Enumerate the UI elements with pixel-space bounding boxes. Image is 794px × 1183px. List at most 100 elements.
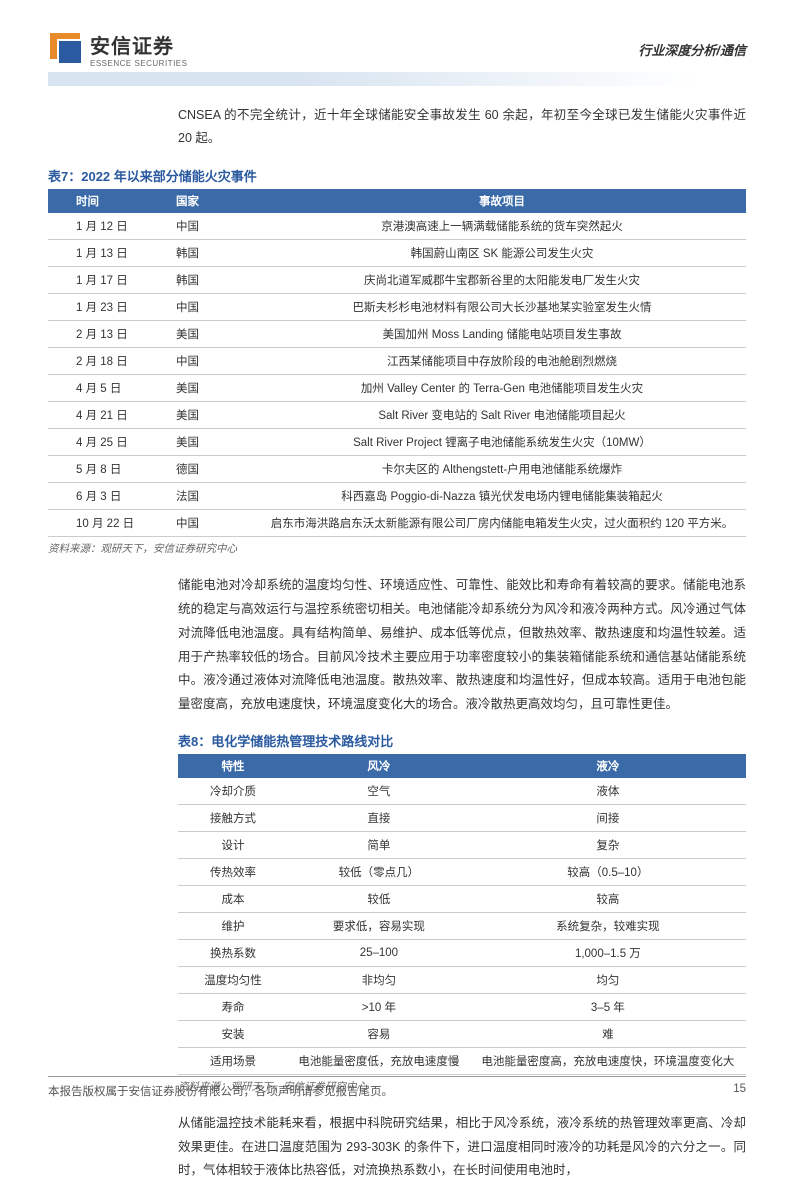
- table7-title: 表7：2022 年以来部分储能火灾事件: [48, 166, 746, 185]
- paragraph-1: 储能电池对冷却系统的温度均匀性、环境适应性、可靠性、能效比和寿命有着较高的要求。…: [178, 574, 746, 717]
- table-cell: 间接: [470, 804, 746, 831]
- table-header-cell: 时间: [48, 189, 158, 213]
- table-cell: 空气: [288, 778, 470, 805]
- table-cell: 江西某储能项目中存放阶段的电池舱剧烈燃烧: [258, 348, 746, 375]
- table-header-cell: 液冷: [470, 754, 746, 778]
- table-row: 10 月 22 日中国启东市海洪路启东沃太新能源有限公司厂房内储能电箱发生火灾，…: [48, 510, 746, 537]
- table-row: 寿命>10 年3–5 年: [178, 993, 746, 1020]
- table-cell: 电池能量密度高，充放电速度快，环境温度变化大: [470, 1047, 746, 1074]
- table-cell: 电池能量密度低，充放电速度慢: [288, 1047, 470, 1074]
- table-row: 传热效率较低（零点几）较高（0.5–10）: [178, 858, 746, 885]
- table-row: 接触方式直接间接: [178, 804, 746, 831]
- table-cell: 中国: [158, 348, 258, 375]
- table-row: 4 月 5 日美国加州 Valley Center 的 Terra-Gen 电池…: [48, 375, 746, 402]
- table8-wrap: 特性风冷液冷 冷却介质空气液体接触方式直接间接设计简单复杂传热效率较低（零点几）…: [178, 754, 746, 1075]
- table-cell: 韩国: [158, 240, 258, 267]
- page-number: 15: [733, 1083, 746, 1099]
- table-cell: 美国: [158, 375, 258, 402]
- table7: 时间国家事故项目 1 月 12 日中国京港澳高速上一辆满载储能系统的货车突然起火…: [48, 189, 746, 537]
- table-cell: 美国加州 Moss Landing 储能电站项目发生事故: [258, 321, 746, 348]
- table-row: 2 月 13 日美国美国加州 Moss Landing 储能电站项目发生事故: [48, 321, 746, 348]
- table-cell: Salt River 变电站的 Salt River 电池储能项目起火: [258, 402, 746, 429]
- page-footer: 本报告版权属于安信证券股份有限公司，各项声明请参见报告尾页。 15: [48, 1076, 746, 1099]
- table-cell: 2 月 18 日: [48, 348, 158, 375]
- page-header: 安信证券 ESSENCE SECURITIES 行业深度分析/通信: [48, 30, 746, 68]
- table-cell: 25–100: [288, 939, 470, 966]
- table-cell: 简单: [288, 831, 470, 858]
- table-row: 5 月 8 日德国卡尔夫区的 Althengstett-户用电池储能系统爆炸: [48, 456, 746, 483]
- table-cell: 4 月 5 日: [48, 375, 158, 402]
- table-cell: 直接: [288, 804, 470, 831]
- table-row: 冷却介质空气液体: [178, 778, 746, 805]
- table-row: 4 月 21 日美国Salt River 变电站的 Salt River 电池储…: [48, 402, 746, 429]
- table-cell: 1,000–1.5 万: [470, 939, 746, 966]
- table-cell: 容易: [288, 1020, 470, 1047]
- logo: 安信证券 ESSENCE SECURITIES: [48, 30, 187, 68]
- table-cell: 4 月 25 日: [48, 429, 158, 456]
- table-cell: 中国: [158, 510, 258, 537]
- table-cell: 1 月 13 日: [48, 240, 158, 267]
- table-cell: 美国: [158, 402, 258, 429]
- table-cell: 美国: [158, 321, 258, 348]
- table-cell: 1 月 23 日: [48, 294, 158, 321]
- table-cell: 加州 Valley Center 的 Terra-Gen 电池储能项目发生火灾: [258, 375, 746, 402]
- table-cell: 巴斯夫杉杉电池材料有限公司大长沙基地某实验室发生火情: [258, 294, 746, 321]
- table-cell: 卡尔夫区的 Althengstett-户用电池储能系统爆炸: [258, 456, 746, 483]
- table-row: 1 月 23 日中国巴斯夫杉杉电池材料有限公司大长沙基地某实验室发生火情: [48, 294, 746, 321]
- table-cell: 较高: [470, 885, 746, 912]
- table-cell: 1 月 12 日: [48, 213, 158, 240]
- table-cell: 庆尚北道军威郡牛宝郡新谷里的太阳能发电厂发生火灾: [258, 267, 746, 294]
- table-row: 6 月 3 日法国科西嘉岛 Poggio-di-Nazza 镇光伏发电场内锂电储…: [48, 483, 746, 510]
- table-cell: 传热效率: [178, 858, 288, 885]
- logo-text-cn: 安信证券: [90, 30, 187, 59]
- table-cell: 京港澳高速上一辆满载储能系统的货车突然起火: [258, 213, 746, 240]
- logo-text-en: ESSENCE SECURITIES: [90, 59, 187, 68]
- table-cell: 较低: [288, 885, 470, 912]
- table-cell: 寿命: [178, 993, 288, 1020]
- table-cell: 温度均匀性: [178, 966, 288, 993]
- table-cell: 较高（0.5–10）: [470, 858, 746, 885]
- table-cell: 5 月 8 日: [48, 456, 158, 483]
- table-cell: 2 月 13 日: [48, 321, 158, 348]
- logo-icon: [48, 31, 84, 67]
- table-header-cell: 事故项目: [258, 189, 746, 213]
- table-cell: 启东市海洪路启东沃太新能源有限公司厂房内储能电箱发生火灾，过火面积约 120 平…: [258, 510, 746, 537]
- table-cell: 美国: [158, 429, 258, 456]
- table-row: 成本较低较高: [178, 885, 746, 912]
- table-cell: 法国: [158, 483, 258, 510]
- table-cell: 4 月 21 日: [48, 402, 158, 429]
- table-header-cell: 风冷: [288, 754, 470, 778]
- table-cell: 冷却介质: [178, 778, 288, 805]
- table-cell: 德国: [158, 456, 258, 483]
- table7-source: 资料来源：观研天下，安信证券研究中心: [48, 541, 746, 556]
- header-divider-bar: [48, 72, 746, 86]
- table-row: 温度均匀性非均匀均匀: [178, 966, 746, 993]
- table-cell: 非均匀: [288, 966, 470, 993]
- table-row: 适用场景电池能量密度低，充放电速度慢电池能量密度高，充放电速度快，环境温度变化大: [178, 1047, 746, 1074]
- logo-text-block: 安信证券 ESSENCE SECURITIES: [90, 30, 187, 68]
- table-cell: 难: [470, 1020, 746, 1047]
- header-category: 行业深度分析/通信: [638, 40, 746, 59]
- table-cell: 6 月 3 日: [48, 483, 158, 510]
- table-row: 维护要求低，容易实现系统复杂，较难实现: [178, 912, 746, 939]
- table-cell: 1 月 17 日: [48, 267, 158, 294]
- table-cell: 复杂: [470, 831, 746, 858]
- table-row: 1 月 12 日中国京港澳高速上一辆满载储能系统的货车突然起火: [48, 213, 746, 240]
- table-row: 1 月 13 日韩国韩国蔚山南区 SK 能源公司发生火灾: [48, 240, 746, 267]
- table-row: 1 月 17 日韩国庆尚北道军威郡牛宝郡新谷里的太阳能发电厂发生火灾: [48, 267, 746, 294]
- paragraph-2: 从储能温控技术能耗来看，根据中科院研究结果，相比于风冷系统，液冷系统的热管理效率…: [178, 1112, 746, 1183]
- table-cell: 3–5 年: [470, 993, 746, 1020]
- table-row: 安装容易难: [178, 1020, 746, 1047]
- table8: 特性风冷液冷 冷却介质空气液体接触方式直接间接设计简单复杂传热效率较低（零点几）…: [178, 754, 746, 1075]
- table-cell: 10 月 22 日: [48, 510, 158, 537]
- table-cell: 维护: [178, 912, 288, 939]
- table-cell: 中国: [158, 294, 258, 321]
- table-cell: 成本: [178, 885, 288, 912]
- table7-wrap: 时间国家事故项目 1 月 12 日中国京港澳高速上一辆满载储能系统的货车突然起火…: [48, 189, 746, 537]
- table-cell: 要求低，容易实现: [288, 912, 470, 939]
- table-cell: 韩国蔚山南区 SK 能源公司发生火灾: [258, 240, 746, 267]
- table-cell: 韩国: [158, 267, 258, 294]
- table-header-cell: 国家: [158, 189, 258, 213]
- footer-text: 本报告版权属于安信证券股份有限公司，各项声明请参见报告尾页。: [48, 1083, 393, 1099]
- table-cell: 液体: [470, 778, 746, 805]
